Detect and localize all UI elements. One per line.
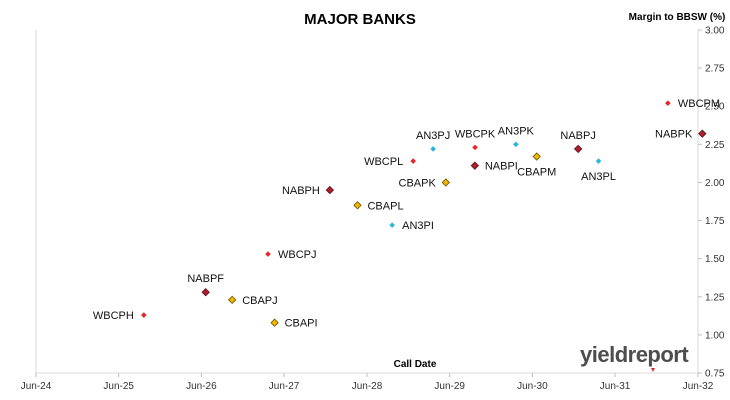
point-an3pj [430,146,436,152]
point-label-nabph: NABPH [282,185,320,197]
point-nabpf [201,288,210,297]
y-tick-label: 0.75 [705,369,725,380]
x-tick-label: Jun-28 [352,381,383,392]
yieldreport-logo: yieldreport [580,342,690,372]
y-tick-label: 1.25 [705,292,725,303]
point-label-cbapl: CBAPL [367,200,403,212]
point-label-wbcpl: WBCPL [364,156,403,168]
y-tick-label: 2.25 [705,140,725,151]
point-label-nabpj: NABPJ [560,130,595,142]
point-label-an3pl: AN3PL [581,171,616,183]
point-cbapm [532,152,541,161]
x-tick-label: Jun-24 [21,381,52,392]
x-axis-label: Call Date [394,359,437,370]
point-label-an3pj: AN3PJ [416,130,450,142]
point-an3pl [595,158,602,164]
point-label-an3pi: AN3PI [402,220,434,232]
chart-title: MAJOR BANKS [304,11,416,28]
y-tick-label: 1.00 [705,330,725,341]
x-axis-ticks: Jun-24 Jun-25 Jun-26 Jun-27 Jun-28 Jun-29 Jun-… [21,373,714,392]
point-label-wbcpj: WBCPJ [278,249,317,261]
point-label-nabpi: NABPI [485,161,518,173]
point-label-cbapm: CBAPM [517,167,556,179]
x-tick-label: Jun-31 [600,381,631,392]
point-label-an3pk: AN3PK [498,125,535,137]
point-cbapk [441,178,451,187]
point-label-wbcpk: WBCPK [455,128,496,140]
y-axis-label: Margin to BBSW (%) [629,12,726,23]
point-wbcpk [472,144,478,151]
x-tick-label: Jun-26 [186,381,217,392]
y-tick-label: 2.00 [705,178,725,189]
x-tick-label: Jun-25 [103,381,134,392]
point-an3pk [513,141,519,148]
point-label-nabpk: NABPK [655,129,693,141]
point-nabph [325,185,335,195]
x-tick-label: Jun-29 [434,381,465,392]
point-wbcpj [265,251,271,257]
svg-text:yieldreport: yieldreport [580,342,689,367]
y-axis-ticks: 0.75 1.00 1.25 1.50 1.75 2.00 2.25 2.50 2.75 3.00 [698,26,725,380]
point-label-cbapk: CBAPK [399,177,437,189]
y-tick-label: 1.75 [705,216,725,227]
point-cbapi [270,318,279,327]
point-cbapj [228,295,237,304]
point-label-cbapi: CBAPI [285,318,318,330]
point-label-wbcph: WBCPH [93,310,134,322]
point-label-nabpf: NABPF [187,273,224,285]
point-label-wbcpm: WBCPM [678,98,720,110]
point-wbcpl [410,158,417,164]
y-tick-label: 2.75 [705,64,725,75]
y-tick-label: 2.50 [705,102,725,113]
x-tick-label: Jun-27 [269,381,300,392]
y-tick-label: 3.00 [705,26,725,37]
x-tick-label: Jun-30 [517,381,548,392]
logo-red-triangle-icon [651,368,655,372]
point-cbapl [353,201,362,210]
point-nabpi [470,161,480,170]
point-wbcpm [665,100,671,106]
y-tick-label: 1.50 [705,254,725,265]
point-wbcph [141,312,147,318]
point-nabpk [698,129,707,138]
point-nabpj [573,144,583,154]
data-points: WBCPH NABPF CBAPJ CBAPI WBCPJ NABPH CBAPL AN3PI… [93,98,720,330]
x-tick-label: Jun-32 [683,381,714,392]
point-label-cbapj: CBAPJ [242,295,277,307]
point-an3pi [389,222,395,228]
